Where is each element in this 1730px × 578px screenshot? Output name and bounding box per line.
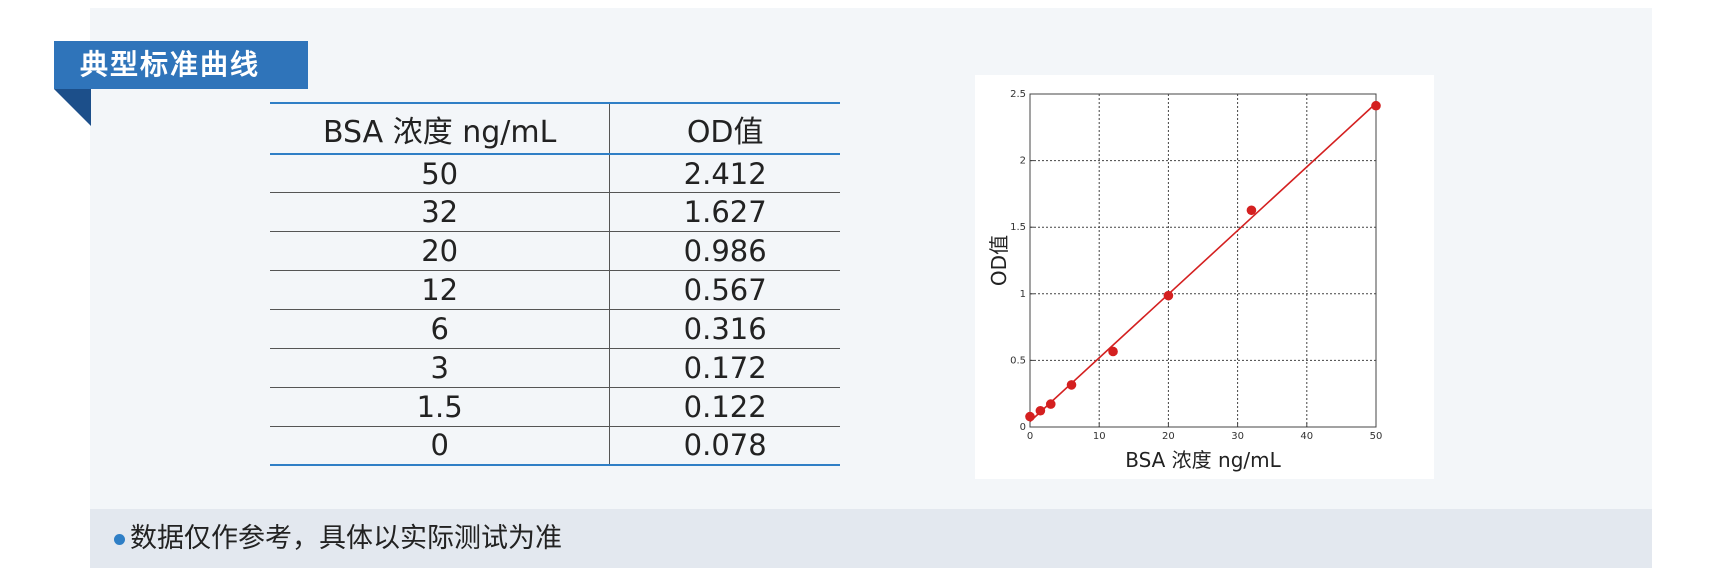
cell-od: 1.627 [683,195,767,230]
x-axis-title: BSA 浓度 ng/mL [1125,448,1281,472]
cell-od: 0.078 [683,428,767,463]
x-tick-label: 50 [1370,431,1383,442]
header-od: OD值 [686,114,764,150]
data-point [1066,380,1077,390]
y-tick-label: 0 [1020,422,1026,433]
chart-svg: 0 10 20 30 40 50 0 0.5 1 1.5 2 2.5 BSA 浓度 ng/mL OD… [987,89,1383,472]
cell-od: 0.122 [683,389,767,424]
cell-od: 0.567 [683,273,767,308]
footer-bar: 数据仅作参考，具体以实际测试为准 [90,509,1652,568]
cell-concentration: 20 [270,231,611,271]
x-tick-labels: 0 10 20 30 40 50 [1027,423,1383,442]
footer-note: 数据仅作参考，具体以实际测试为准 [130,523,562,554]
cell-concentration: 32 [270,192,611,232]
header-concentration: BSA 浓度 ng/mL [270,103,611,154]
table-row: 12 0.567 [270,270,840,310]
y-tick-label: 1.5 [1010,222,1026,233]
section-title: 典型标准曲线 [54,41,308,89]
table-row: 50 2.412 [270,154,840,193]
data-points [1025,100,1381,422]
data-point [1371,100,1381,111]
cell-concentration: 12 [270,270,611,310]
data-point [1025,411,1035,422]
table-row: 32 1.627 [270,192,840,232]
cell-concentration: 0 [270,426,611,466]
y-tick-label: 2 [1020,156,1026,167]
cell-concentration: 3 [270,348,611,388]
x-tick-label: 0 [1027,431,1033,442]
x-tick-label: 30 [1231,431,1244,442]
table-row: 0 0.078 [270,426,840,466]
fit-line [1029,102,1377,423]
cell-concentration: 50 [270,154,611,193]
cell-concentration: 6 [270,309,611,349]
plot-frame [1029,93,1377,428]
standard-curve-chart: 0 10 20 30 40 50 0 0.5 1 1.5 2 2.5 BSA 浓度 ng/mL OD… [975,75,1434,479]
cell-od: 0.986 [683,234,767,269]
cell-concentration: 1.5 [270,387,611,427]
y-axis-title: OD值 [987,235,1011,286]
cell-od: 0.172 [683,350,767,385]
data-point [1108,346,1118,357]
standard-data-table: BSA 浓度 ng/mL OD值 50 2.412 32 1.627 20 0.… [270,102,840,466]
y-tick-labels: 0 0.5 1 1.5 2 2.5 [1010,89,1034,433]
data-point [1246,205,1257,216]
chart-grid [1030,94,1376,427]
data-point [1163,290,1174,301]
table-row: 1.5 0.122 [270,387,840,427]
y-tick-label: 1 [1020,289,1026,300]
bullet-icon [114,534,125,545]
cell-od: 2.412 [683,156,767,191]
x-tick-label: 40 [1300,431,1313,442]
x-tick-label: 10 [1093,431,1106,442]
x-tick-label: 20 [1162,431,1175,442]
table-row: 3 0.172 [270,348,840,388]
table-row: 6 0.316 [270,309,840,349]
title-tab-fold [54,89,91,126]
data-point [1045,399,1056,409]
y-tick-label: 2.5 [1010,89,1026,100]
data-point [1035,405,1046,416]
cell-od: 0.316 [683,312,767,346]
y-tick-label: 0.5 [1010,355,1026,366]
table-header-row: BSA 浓度 ng/mL OD值 [270,103,840,154]
table-row: 20 0.986 [270,231,840,271]
